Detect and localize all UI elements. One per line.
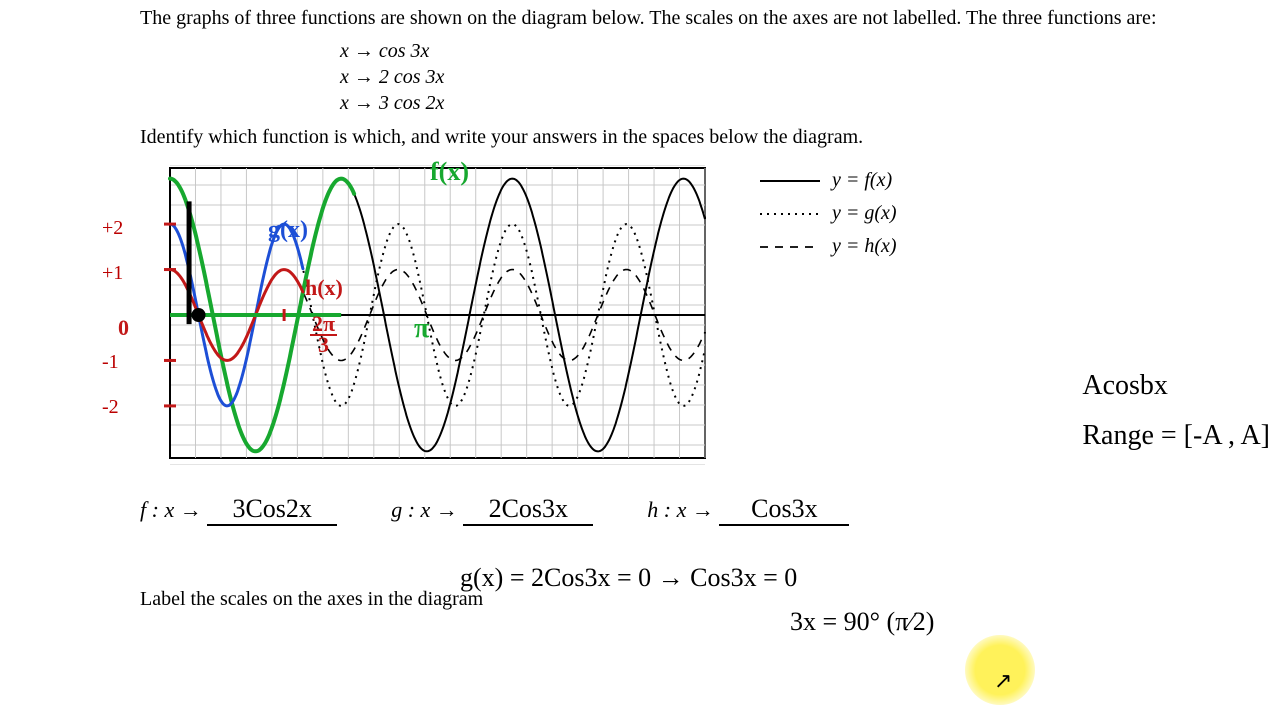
answer-f: f : x → 3Cos2x bbox=[140, 494, 337, 526]
para2: Identify which function is which, and wr… bbox=[140, 124, 1240, 151]
dotted-line-icon bbox=[760, 204, 820, 224]
legend-g: y = g(x) bbox=[760, 202, 897, 225]
answer-g-label: g : x → bbox=[391, 497, 458, 522]
ytick-neg1: -1 bbox=[102, 351, 119, 374]
working-line2: 3x = 90° (π⁄2) bbox=[790, 607, 934, 637]
fn1: x → cos 3x bbox=[340, 38, 1240, 64]
answer-f-label: f : x → bbox=[140, 497, 202, 522]
ytick-neg2: -2 bbox=[102, 396, 119, 419]
f-annotation: f(x) bbox=[430, 157, 469, 187]
legend: y = f(x) y = g(x) y = h(x) bbox=[760, 159, 897, 268]
solid-line-icon bbox=[760, 171, 820, 191]
function-list: x → cos 3x x → 2 cos 3x x → 3 cos 2x bbox=[340, 38, 1240, 116]
note-form: Acosbx bbox=[1082, 370, 1270, 402]
side-notes: Acosbx Range = [-A , A] bbox=[1082, 370, 1270, 452]
answer-f-value: 3Cos2x bbox=[207, 494, 337, 526]
problem-text: The graphs of three functions are shown … bbox=[140, 5, 1240, 151]
answer-g: g : x → 2Cos3x bbox=[391, 494, 593, 526]
cursor-icon: ↖ bbox=[994, 668, 1012, 694]
legend-h-label: y = h(x) bbox=[832, 235, 897, 258]
para1: The graphs of three functions are shown … bbox=[140, 5, 1240, 32]
legend-g-label: y = g(x) bbox=[832, 202, 897, 225]
working-line1: g(x) = 2Cos3x = 0 → Cos3x = 0 bbox=[460, 563, 934, 593]
legend-f: y = f(x) bbox=[760, 169, 897, 192]
note-range: Range = [-A , A] bbox=[1082, 420, 1270, 452]
ytick-2: +2 bbox=[102, 217, 123, 240]
answer-row: f : x → 3Cos2x g : x → 2Cos3x h : x → Co… bbox=[140, 494, 1240, 526]
h-annotation: h(x) bbox=[305, 275, 343, 301]
answer-h: h : x → Cos3x bbox=[647, 494, 849, 526]
chart-region: +2 +1 -1 -2 f(x) g(x) h(x) 0 2π 3 π y = … bbox=[140, 165, 1240, 470]
two-pi-over-3: 2π 3 bbox=[310, 315, 337, 354]
g-annotation: g(x) bbox=[268, 217, 308, 244]
fn2: x → 2 cos 3x bbox=[340, 64, 1240, 90]
legend-f-label: y = f(x) bbox=[832, 169, 892, 192]
legend-h: y = h(x) bbox=[760, 235, 897, 258]
working: g(x) = 2Cos3x = 0 → Cos3x = 0 3x = 90° (… bbox=[460, 563, 934, 637]
pi-label: π bbox=[414, 313, 429, 345]
fn3: x → 3 cos 2x bbox=[340, 90, 1240, 116]
origin-label: 0 bbox=[118, 315, 129, 341]
dashed-line-icon bbox=[760, 237, 820, 257]
two-pi-den: 3 bbox=[310, 336, 337, 355]
answer-h-value: Cos3x bbox=[719, 494, 849, 526]
answer-g-value: 2Cos3x bbox=[463, 494, 593, 526]
ytick-1: +1 bbox=[102, 262, 123, 285]
answer-h-label: h : x → bbox=[647, 497, 714, 522]
